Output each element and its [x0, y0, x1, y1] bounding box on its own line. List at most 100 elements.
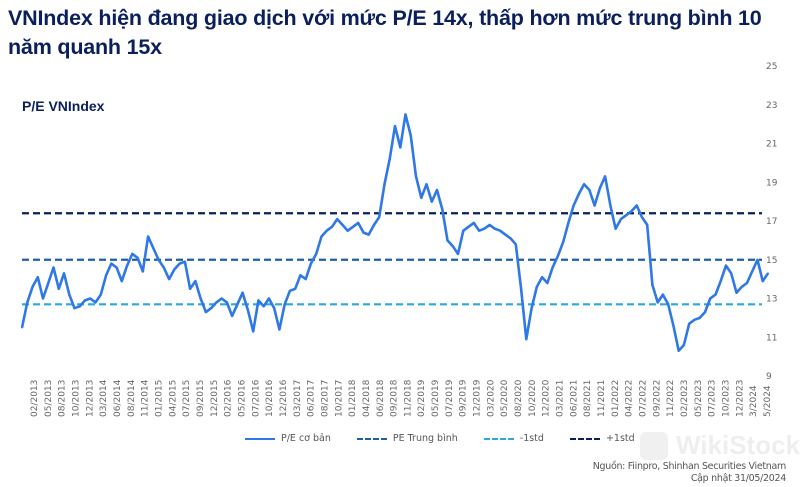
pe-data-point: [262, 305, 265, 308]
pe-data-point: [57, 287, 60, 290]
x-tick-label: 05/2013: [44, 380, 54, 417]
x-tick-label: 03/2021: [556, 380, 566, 417]
pe-data-point: [178, 262, 181, 265]
legend-label-minus-std: -1std: [519, 433, 544, 444]
x-tick-label: 04/2015: [168, 380, 178, 417]
x-tick-label: 10/2023: [722, 380, 732, 417]
pe-data-point: [205, 311, 207, 313]
pe-data-point: [535, 286, 538, 288]
x-tick-label: 09/2022: [652, 380, 662, 417]
pe-data-point: [641, 216, 643, 219]
pe-data-point: [362, 231, 365, 234]
y-tick-label: 13: [766, 295, 777, 305]
x-tick-label: 3/2024: [749, 385, 759, 417]
pe-data-point: [714, 293, 717, 296]
pe-data-point: [730, 272, 733, 275]
pe-data-point: [557, 255, 559, 257]
x-tick-label: 11/2018: [403, 379, 413, 417]
pe-data-point: [635, 204, 638, 207]
chart-subtitle: P/E VNIndex: [22, 98, 105, 114]
pe-data-point: [614, 227, 617, 230]
chart-legend: P/E cơ bản PE Trung bình -1std +1std: [245, 433, 661, 444]
x-tick-label: 07/2023: [708, 380, 718, 417]
pe-data-point: [567, 222, 570, 224]
pe-data-point: [546, 282, 549, 284]
pe-data-point: [620, 218, 622, 221]
pe-data-point: [346, 229, 349, 232]
pe-data-point: [667, 303, 670, 306]
pe-data-point: [688, 322, 691, 325]
x-tick-label: 06/2021: [569, 380, 579, 417]
pe-data-point: [310, 262, 312, 265]
pe-data-point: [78, 305, 81, 308]
pe-data-point: [451, 245, 454, 248]
x-tick-label: 01/2022: [611, 380, 621, 417]
pe-data-point: [331, 225, 333, 228]
pe-data-point: [47, 282, 50, 284]
legend-swatch-mean: [356, 437, 387, 440]
x-tick-label: 08/2017: [320, 380, 330, 417]
pe-data-point: [199, 297, 202, 300]
pe-data-point: [236, 303, 239, 306]
pe-data-point: [751, 270, 754, 273]
pe-data-point: [126, 264, 128, 267]
x-tick-label: 5/2024: [763, 385, 773, 417]
pe-data-point: [241, 291, 244, 294]
pe-series-line: [20, 113, 770, 353]
pe-data-point: [21, 326, 23, 329]
pe-data-point: [656, 301, 659, 304]
x-tick-label: 12/2013: [85, 380, 95, 417]
pe-data-point: [541, 276, 543, 279]
legend-item-mean: PE Trung bình: [356, 433, 458, 444]
x-tick-label: 12/2019: [473, 379, 483, 417]
pe-data-point: [409, 134, 412, 137]
pe-data-point: [110, 262, 113, 265]
pe-data-point: [562, 241, 564, 244]
pe-data-point: [315, 253, 318, 255]
pe-data-point: [383, 183, 386, 186]
pe-data-point: [325, 229, 328, 232]
pe-data-point: [662, 293, 664, 296]
pe-data-point: [425, 183, 428, 186]
pe-data-point: [63, 272, 65, 275]
pe-data-point: [719, 280, 722, 282]
legend-swatch-minus-std: [483, 437, 514, 440]
pe-data-point: [446, 239, 449, 242]
legend-swatch-plus-std: [569, 437, 600, 440]
legend-label-pe: P/E cơ bản: [281, 433, 331, 444]
pe-data-point: [583, 183, 585, 186]
pe-data-point: [746, 282, 748, 284]
x-tick-label: 11/2014: [141, 379, 151, 417]
x-tick-label: 01/2015: [155, 380, 165, 417]
x-tick-label: 04/2018: [362, 379, 372, 417]
x-tick-label: 05/2023: [694, 380, 704, 417]
pe-data-point: [231, 315, 234, 317]
pe-data-point: [483, 227, 486, 230]
x-tick-label: 06/2018: [376, 379, 386, 417]
pe-data-point: [457, 253, 459, 255]
pe-data-point: [99, 293, 102, 296]
pe-data-point: [525, 338, 528, 341]
pe-data-point: [551, 266, 554, 269]
pe-data-point: [136, 256, 139, 259]
pe-data-point: [415, 175, 417, 178]
pe-data-point: [367, 233, 370, 236]
updated-text: Cập nhật 31/05/2024: [690, 473, 786, 484]
y-tick-label: 15: [766, 256, 777, 266]
x-tick-label: 10/2017: [334, 380, 344, 417]
pe-data-point: [257, 299, 260, 302]
y-tick-label: 21: [766, 140, 777, 150]
x-tick-label: 02/2019: [417, 379, 427, 417]
x-tick-label: 11/2021: [597, 380, 607, 417]
pe-data-point: [630, 210, 633, 213]
pe-data-point: [252, 330, 255, 333]
legend-item-pe: P/E cơ bản: [245, 433, 331, 444]
x-tick-label: 07/2015: [182, 380, 192, 417]
y-tick-label: 17: [766, 217, 777, 227]
pe-data-point: [278, 328, 281, 331]
x-tick-label: 05/2020: [500, 379, 510, 417]
pe-data-point: [683, 344, 685, 346]
x-tick-label: 12/2015: [210, 380, 220, 417]
pe-data-point: [294, 287, 297, 290]
pe-data-point: [609, 204, 612, 207]
